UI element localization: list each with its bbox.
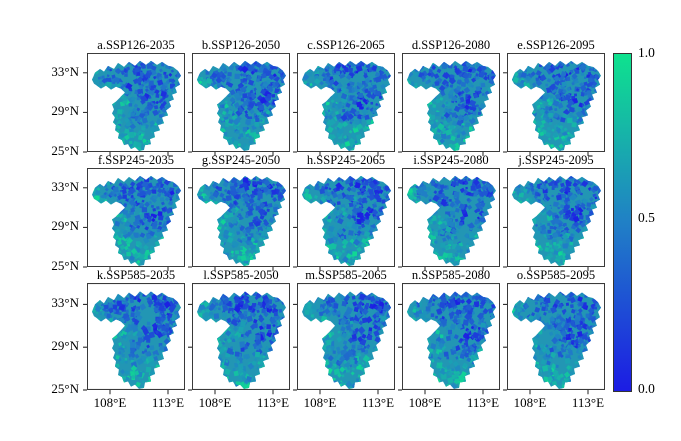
panel-title-j: j.SSP245-2095 [518, 153, 594, 167]
y-axis-tick-label: 33°N [51, 295, 79, 311]
x-axis-tick-label: 113°E [361, 395, 395, 410]
panel-title-i: i.SSP245-2080 [413, 153, 489, 167]
map-panel-f [83, 168, 185, 271]
colorbar [613, 53, 632, 392]
colorbar-tick-min: 0.0 [638, 381, 655, 396]
y-axis-tick-label: 33°N [51, 63, 79, 79]
map-panel-i [398, 168, 500, 271]
x-axis-tick-label: 108°E [93, 395, 127, 410]
panel-title-e: e.SSP126-2095 [517, 38, 595, 52]
colorbar-tick-mid: 0.5 [638, 210, 655, 225]
panel-title-o: o.SSP585-2095 [516, 268, 596, 282]
y-axis-tick-label: 29°N [51, 218, 79, 234]
panel-title-k: k.SSP585-2035 [96, 268, 176, 282]
map-panel-g [188, 168, 290, 271]
map-panel-n [398, 283, 500, 395]
x-axis-tick-label: 113°E [256, 395, 290, 410]
panel-title-g: g.SSP245-2050 [201, 153, 281, 167]
map-panel-d [398, 53, 500, 156]
panel-title-c: c.SSP126-2065 [307, 38, 385, 52]
map-panel-k [83, 283, 185, 395]
x-axis-tick-label: 108°E [198, 395, 232, 410]
colorbar-tick-max: 1.0 [638, 45, 655, 60]
map-panel-m [293, 283, 395, 395]
map-panel-e [503, 53, 605, 156]
map-panel-b [188, 53, 290, 156]
y-axis-tick-label: 25°N [51, 381, 79, 396]
x-axis-tick-label: 113°E [151, 395, 185, 410]
panel-title-l: l.SSP585-2050 [203, 268, 279, 282]
panel-title-f: f.SSP245-2035 [97, 153, 175, 167]
x-axis-tick-label: 108°E [408, 395, 442, 410]
map-panel-a [83, 53, 185, 156]
map-panel-c [293, 53, 395, 156]
x-axis-tick-label: 113°E [571, 395, 605, 410]
x-axis-tick-label: 108°E [303, 395, 337, 410]
y-axis-tick-label: 29°N [51, 103, 79, 119]
x-axis-tick-label: 113°E [466, 395, 500, 410]
y-axis-tick-label: 25°N [51, 258, 79, 273]
panel-title-d: d.SSP126-2080 [411, 38, 491, 52]
map-panel-h [293, 168, 395, 271]
panel-title-a: a.SSP126-2035 [97, 38, 175, 52]
y-axis-tick-label: 25°N [51, 143, 79, 158]
map-panel-o [503, 283, 605, 395]
panel-title-n: n.SSP585-2080 [411, 268, 491, 282]
map-panel-j [503, 168, 605, 271]
panel-title-h: h.SSP245-2065 [306, 153, 386, 167]
y-axis-tick-label: 33°N [51, 178, 79, 194]
y-axis-tick-label: 29°N [51, 338, 79, 354]
map-panel-l [188, 283, 290, 395]
x-axis-tick-label: 108°E [513, 395, 547, 410]
panel-title-m: m.SSP585-2065 [305, 268, 387, 282]
panel-title-b: b.SSP126-2050 [201, 38, 281, 52]
